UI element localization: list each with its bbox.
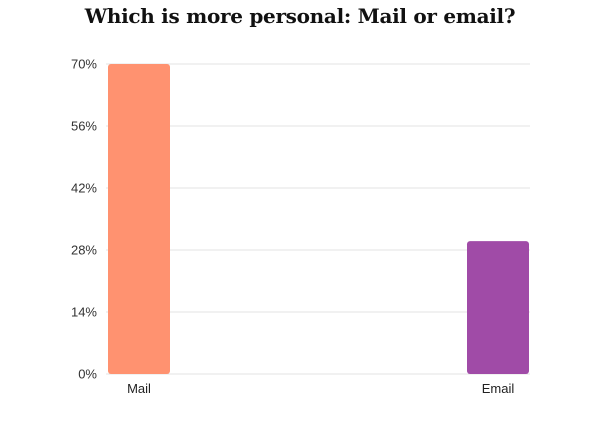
gridlines [106,63,530,375]
bars [108,64,529,374]
y-tick-label: 42% [71,181,97,196]
x-axis: Mail Email [127,381,514,396]
y-tick-label: 70% [71,57,97,72]
y-axis: 0% 14% 28% 42% 56% 70% [71,57,97,382]
y-tick-label: 14% [71,305,97,320]
y-tick-label: 28% [71,243,97,258]
x-category-label: Mail [127,381,151,396]
chart-title: Which is more personal: Mail or email? [84,4,516,28]
bar-mail [108,64,170,374]
y-tick-label: 0% [78,367,97,382]
y-tick-label: 56% [71,119,97,134]
bar-email [467,241,529,374]
x-category-label: Email [482,381,515,396]
